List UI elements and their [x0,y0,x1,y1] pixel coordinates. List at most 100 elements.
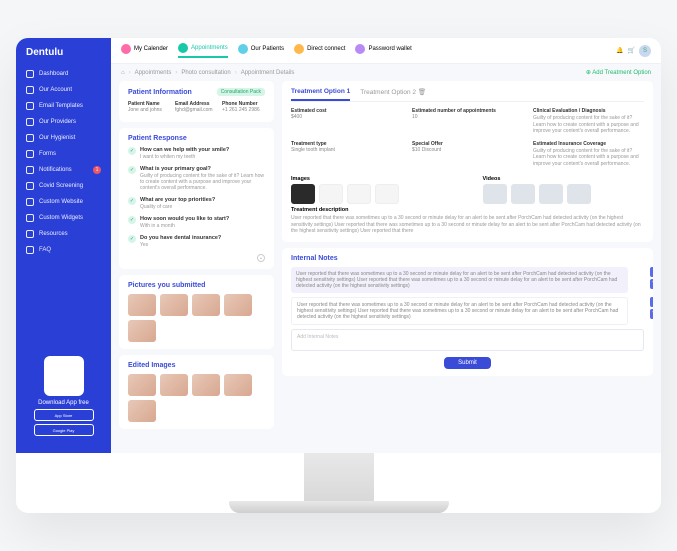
menu-icon [26,246,34,254]
sidebar-item[interactable]: Our Hygienist [16,130,111,146]
sidebar-item[interactable]: Custom Widgets [16,210,111,226]
menu-icon [26,166,34,174]
menu-icon [26,214,34,222]
sidebar-label: Our Hygienist [39,135,75,141]
submit-button[interactable]: Submit [444,357,491,369]
home-icon[interactable]: ⌂ [121,70,125,76]
tab-option-2[interactable]: Treatment Option 2 🗑 [360,88,426,101]
thumb[interactable] [128,374,156,396]
expand-icon[interactable]: ⌄ [257,254,265,262]
video-thumb[interactable] [483,184,507,204]
note-item: User reported that there was sometimes u… [291,267,628,293]
thumb[interactable] [224,294,252,316]
cart-icon[interactable]: 🛒 [628,47,635,54]
appstore-badge[interactable]: App Store [34,409,94,421]
thumb[interactable] [224,374,252,396]
thumb[interactable] [160,294,188,316]
image-thumb[interactable] [375,184,399,204]
question: Do you have dental insurance? [140,235,221,241]
desc-label: Treatment description [291,207,644,213]
delete-icon[interactable]: 🗑 [650,309,653,319]
topbar-label: Appointments [191,45,228,51]
sidebar-label: Our Providers [39,119,76,125]
thumb[interactable] [128,400,156,422]
thumb[interactable] [160,374,188,396]
topbar-item[interactable]: Our Patients [238,43,284,58]
response-item: ✓What is your primary goal?Guilty of pro… [128,166,265,191]
topbar-item[interactable]: Direct connect [294,43,345,58]
tab-option-1[interactable]: Treatment Option 1 [291,88,350,101]
image-thumb[interactable] [347,184,371,204]
cov-text: Guilty of producing content for the sake… [533,148,644,168]
treatment-card: Treatment Option 1 Treatment Option 2 🗑 … [282,81,653,242]
type-value: Single tooth implant [291,147,402,153]
topbar: My Calender Appointments Our Patients Direc… [111,38,661,64]
sidebar-item[interactable]: Our Providers [16,114,111,130]
response-item: ✓ How soon would you like to start?With i… [128,216,265,229]
video-thumb[interactable] [567,184,591,204]
check-icon: ✓ [128,235,136,243]
sidebar-item[interactable]: Covid Screening [16,178,111,194]
sidebar-item[interactable]: Custom Website [16,194,111,210]
sidebar-label: Email Templates [39,103,83,109]
topbar-label: Direct connect [307,46,345,52]
cost-value: $400 [291,114,402,120]
sidebar-item[interactable]: Resources [16,226,111,242]
thumb[interactable] [128,320,156,342]
check-icon: ✓ [128,216,136,224]
sidebar-item[interactable]: Our Account [16,82,111,98]
check-icon: ✓ [128,166,136,174]
delete-icon[interactable]: 🗑 [650,279,653,289]
topbar-icon [178,43,188,53]
thumb[interactable] [128,294,156,316]
topbar-item[interactable]: Appointments [178,43,228,58]
sidebar-label: Our Account [39,87,72,93]
promo-image [44,356,84,396]
question: How soon would you like to start? [140,216,229,222]
thumb[interactable] [192,294,220,316]
topbar-item[interactable]: Password wallet [355,43,411,58]
consult-badge: Consultation Pack [217,88,265,96]
menu-icon [26,102,34,110]
sidebar-label: Resources [39,231,68,237]
topbar-item[interactable]: My Calender [121,43,168,58]
sidebar-label: Dashboard [39,71,68,77]
edit-icon[interactable]: ✎ [650,297,653,307]
sidebar-item[interactable]: FAQ [16,242,111,258]
sidebar-item[interactable]: Notifications1 [16,162,111,178]
offer-value: $10 Discount [412,147,523,153]
menu-icon [26,198,34,206]
video-thumb[interactable] [539,184,563,204]
notification-icon[interactable]: 🔔 [616,47,623,54]
edit-icon[interactable]: ✎ [650,267,653,277]
delete-icon[interactable]: 🗑 [418,89,426,96]
sidebar-item[interactable]: Dashboard [16,66,111,82]
sidebar-item[interactable]: Email Templates [16,98,111,114]
videos-label: Videos [483,176,645,182]
image-thumb[interactable] [291,184,315,204]
menu-icon [26,86,34,94]
notes-input[interactable]: Add Internal Notes [291,329,644,351]
cov-label: Estimated Insurance Coverage [533,141,644,147]
notif-badge: 1 [93,166,101,174]
response-heading: Patient Response [128,135,265,142]
patient-info-heading: Patient Information [128,89,192,96]
answer: With in a month [140,223,229,229]
breadcrumb: ⌂ › Appointments › Photo consultation › … [111,64,661,81]
answer: Quality of care [140,204,215,210]
brand-logo[interactable]: Dentulu [16,44,111,66]
crumb-details: Appointment Details [241,70,295,76]
crumb-photo[interactable]: Photo consultation [181,70,230,76]
playstore-badge[interactable]: Google Play [34,424,94,436]
menu-icon [26,134,34,142]
image-thumb[interactable] [319,184,343,204]
avatar[interactable]: S [639,45,651,57]
patient-response-card: Patient Response ✓How can we help with y… [119,128,274,269]
thumb[interactable] [192,374,220,396]
crumb-appointments[interactable]: Appointments [135,70,172,76]
sidebar-item[interactable]: Forms [16,146,111,162]
diag-text: Guilty of producing content for the sake… [533,115,644,135]
video-thumb[interactable] [511,184,535,204]
add-treatment-option[interactable]: ⊕ Add Treatment Option [586,69,651,76]
topbar-icon [294,44,304,54]
